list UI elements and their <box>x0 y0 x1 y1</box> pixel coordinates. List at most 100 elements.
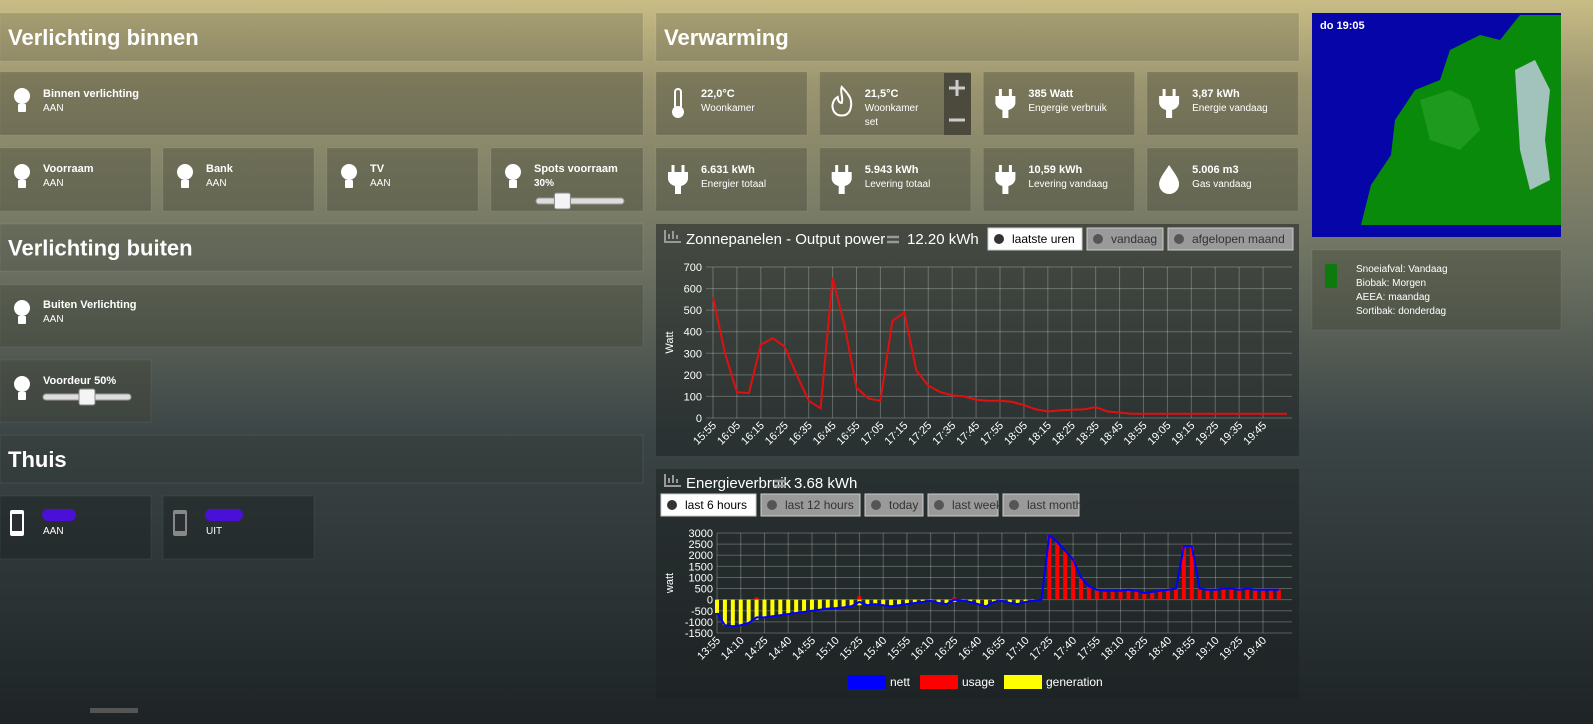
range-button-label: last week <box>952 498 1003 512</box>
bulb-icon <box>14 376 30 392</box>
data-bar <box>1023 599 1028 602</box>
tile[interactable] <box>326 147 479 212</box>
tile[interactable] <box>0 284 644 348</box>
tile[interactable] <box>1311 249 1562 331</box>
slider-track[interactable] <box>535 197 625 205</box>
y-tick-label: 600 <box>684 284 702 296</box>
data-bar <box>1102 590 1107 600</box>
data-bar <box>722 599 727 626</box>
data-bar <box>1007 599 1012 603</box>
data-bar <box>770 599 775 617</box>
data-bar <box>762 599 767 618</box>
tile-status: UIT <box>206 526 222 537</box>
data-bar <box>1166 589 1171 600</box>
legend-swatch[interactable] <box>848 675 886 689</box>
obscured-name <box>42 509 76 521</box>
range-button[interactable] <box>1002 493 1080 517</box>
legend-swatch[interactable] <box>920 675 958 689</box>
data-bar <box>778 599 783 616</box>
data-bar <box>1150 591 1155 600</box>
map-land <box>1420 90 1480 150</box>
range-button[interactable] <box>1086 227 1164 251</box>
tile-label: Energier totaal <box>701 179 766 190</box>
y-tick-label: 1000 <box>689 572 713 584</box>
data-bar <box>1142 593 1147 600</box>
bulb-icon <box>345 180 353 188</box>
data-bar <box>809 599 814 611</box>
data-bar <box>1213 589 1218 600</box>
button-icon <box>667 500 677 510</box>
section-title: Verlichting buiten <box>8 236 193 261</box>
slider-thumb[interactable] <box>553 192 571 210</box>
data-bar <box>754 599 759 620</box>
bulb-icon <box>18 180 26 188</box>
tile-status: AAN <box>43 178 64 189</box>
slider-thumb[interactable] <box>78 388 96 406</box>
data-bar <box>1063 550 1068 600</box>
range-button[interactable] <box>1167 227 1294 251</box>
data-bar <box>1055 541 1060 600</box>
plug-icon <box>835 165 849 172</box>
y-tick-label: 2000 <box>689 550 713 562</box>
tile[interactable] <box>162 147 315 212</box>
data-bar <box>1189 546 1194 600</box>
data-bar <box>920 599 925 602</box>
tile-value: 21,5°C <box>865 88 899 100</box>
section-header <box>0 434 644 484</box>
button-icon <box>871 500 881 510</box>
tile-status: AAN <box>206 178 227 189</box>
y-tick-label: 400 <box>684 327 702 339</box>
tile-name: TV <box>370 163 385 175</box>
y-tick-label: 2500 <box>689 539 713 551</box>
obscured-name <box>205 509 243 521</box>
tile[interactable] <box>0 495 152 560</box>
scrollbar-thumb <box>90 708 138 713</box>
range-button[interactable] <box>987 227 1083 251</box>
data-bar <box>738 599 743 626</box>
range-button[interactable] <box>927 493 999 517</box>
tile-label: Woonkamer <box>701 103 755 114</box>
bulb-icon <box>177 164 193 180</box>
data-bar <box>1071 559 1076 600</box>
data-bar <box>1181 546 1186 600</box>
legend-swatch[interactable] <box>1004 675 1042 689</box>
y-tick-label: 0 <box>707 595 713 607</box>
data-bar <box>944 599 949 605</box>
data-bar <box>1237 589 1242 600</box>
data-bar <box>1276 589 1281 600</box>
range-button-label: today <box>889 498 918 512</box>
range-button-label: last 6 hours <box>685 498 747 512</box>
tile[interactable] <box>0 71 644 136</box>
tile[interactable] <box>162 495 315 560</box>
equals-icon <box>887 235 899 244</box>
data-bar <box>802 599 807 612</box>
tile-value: 385 Watt <box>1028 88 1073 100</box>
chart-title: Energieverbruik <box>686 475 792 492</box>
data-bar <box>841 599 846 608</box>
tile-name: Buiten Verlichting <box>43 299 137 311</box>
range-button[interactable] <box>760 493 861 517</box>
plug-icon <box>998 89 1012 96</box>
bulb-icon <box>14 164 30 180</box>
tile-value: 10,59 kWh <box>1028 164 1082 176</box>
data-bar <box>794 599 799 613</box>
range-button[interactable] <box>864 493 924 517</box>
data-bar <box>857 596 862 600</box>
flame-icon <box>831 85 853 117</box>
data-bar <box>730 599 735 627</box>
data-bar <box>786 599 791 615</box>
tile[interactable] <box>0 147 152 212</box>
bulb-icon <box>18 104 26 112</box>
y-tick-label: 500 <box>695 584 713 596</box>
tile-label: set <box>865 117 879 128</box>
data-bar <box>1047 535 1052 600</box>
range-button-label: last 12 hours <box>785 498 854 512</box>
drop-icon <box>1159 165 1180 194</box>
bulb-icon <box>505 164 521 180</box>
thermo-icon <box>672 106 684 118</box>
range-button[interactable] <box>660 493 757 517</box>
tile-status: AAN <box>43 103 64 114</box>
tile-name: Voordeur 50% <box>43 375 116 387</box>
y-axis-label: Watt <box>664 331 676 353</box>
section-header <box>0 223 644 272</box>
